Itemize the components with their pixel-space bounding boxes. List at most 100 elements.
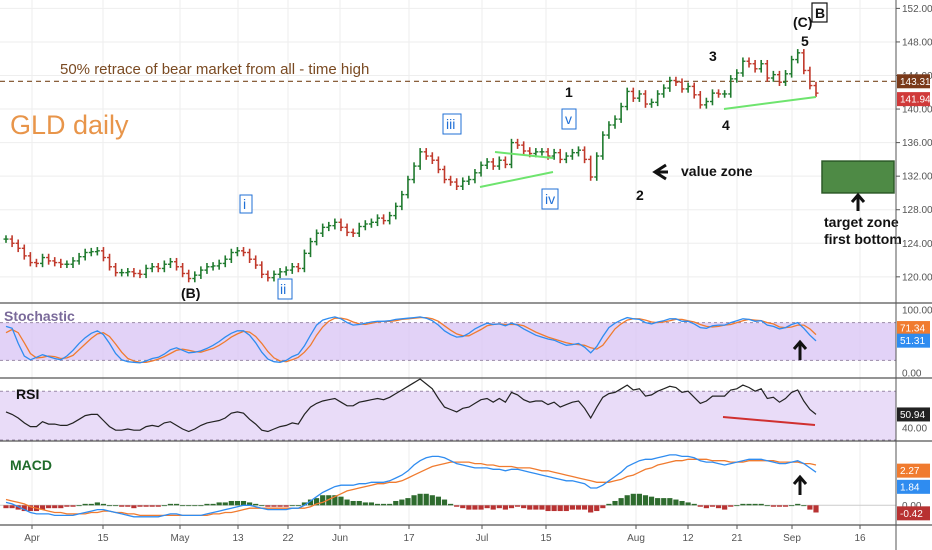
wave-label-iii-box — [442, 113, 462, 135]
macd-histogram-bar — [155, 505, 161, 507]
price-bar — [502, 156, 508, 169]
price-bar — [314, 229, 320, 246]
price-bar — [167, 257, 173, 269]
price-bar — [795, 49, 801, 64]
macd-histogram-bar — [685, 502, 691, 506]
macd-histogram-bar — [356, 500, 362, 506]
macd-histogram-bar — [180, 505, 186, 507]
rsi-value-tag: 50.94 — [897, 407, 930, 422]
price-bar — [606, 121, 612, 139]
macd-histogram-bar — [770, 505, 776, 507]
target-zone-label: target zone — [824, 214, 899, 230]
price-y-tick-label: 120.00 — [902, 272, 932, 283]
macd-histogram-bar — [588, 505, 594, 513]
macd-histogram-bar — [551, 505, 557, 512]
macd-histogram-bar — [301, 502, 308, 506]
value-zone-label: value zone — [681, 163, 753, 179]
macd-histogram-bar — [216, 502, 222, 506]
price-bar — [186, 269, 192, 283]
price-bar — [405, 175, 411, 199]
svg-text:2.27: 2.27 — [900, 466, 920, 477]
price-bar — [131, 268, 137, 278]
macd-histogram-bar — [15, 505, 21, 510]
macd-histogram-bar — [545, 505, 551, 512]
price-bar — [783, 70, 789, 86]
price-bar — [655, 90, 661, 107]
triangle-upper-trendline — [494, 151, 554, 159]
price-bar — [423, 148, 429, 160]
resistance-value-tag: 143.31 — [897, 74, 931, 89]
macd-histogram-bar — [648, 496, 655, 506]
macd-histogram-bar — [88, 503, 94, 506]
macd-histogram-bar — [204, 503, 210, 506]
price-bar — [222, 255, 228, 268]
macd-histogram-bar — [502, 505, 508, 510]
macd-histogram-bar — [527, 505, 533, 510]
wave-label-i: i — [243, 196, 246, 212]
macd-histogram-bar — [106, 505, 113, 507]
macd-histogram-bar — [387, 503, 393, 506]
svg-text:71.34: 71.34 — [900, 324, 925, 335]
stochastic-label: Stochastic — [4, 308, 75, 324]
macd-histogram-bar — [21, 505, 27, 512]
price-y-tick-label: 128.00 — [902, 205, 932, 216]
macd-histogram-bar — [143, 505, 149, 507]
macd-histogram-bar — [447, 503, 454, 506]
macd-histogram-bar — [679, 500, 685, 506]
price-bar — [259, 261, 265, 279]
macd-histogram-bar — [789, 505, 795, 507]
macd-histogram-bar — [722, 505, 728, 510]
macd-histogram-bar — [807, 505, 813, 510]
wave-label-iii: iii — [446, 116, 455, 132]
price-bar — [703, 97, 709, 109]
macd-histogram-bar — [417, 493, 423, 506]
x-tick-label: 21 — [731, 533, 743, 544]
price-bar — [776, 70, 782, 86]
price-bar — [691, 82, 697, 99]
price-bar — [460, 177, 466, 191]
macd-histogram-bar — [76, 505, 82, 507]
svg-text:1.84: 1.84 — [900, 482, 920, 493]
macd-histogram-bar — [210, 503, 216, 506]
rsi-line — [5, 378, 817, 433]
price-bar — [466, 175, 472, 185]
price-bar — [46, 253, 52, 265]
macd-histogram-bar — [472, 505, 478, 510]
price-bar — [569, 148, 575, 160]
macd-histogram-bar — [624, 495, 630, 506]
macd-histogram-bar — [746, 503, 752, 506]
stochastic-y-tick-label: 0.00 — [902, 369, 922, 380]
price-bar — [58, 258, 64, 269]
price-bar — [399, 190, 405, 211]
price-bar — [387, 211, 393, 225]
macd-signal-line — [5, 458, 817, 517]
x-tick-label: 13 — [232, 533, 244, 544]
macd-histogram-bar — [271, 505, 277, 507]
price-bar — [789, 55, 795, 78]
wave-label-2: 2 — [636, 187, 644, 203]
price-bar — [210, 262, 216, 271]
macd-histogram-bar — [149, 505, 155, 507]
price-bar — [33, 258, 39, 268]
current-price-tag: 141.94 — [897, 92, 931, 107]
x-axis: Apr 15 May 13 22 Jun 17 Jul 15 Aug 12 21 Sep 16 — [24, 525, 866, 544]
price-bar — [716, 89, 722, 98]
price-bar — [15, 239, 21, 253]
x-tick-label: Jun — [332, 533, 348, 544]
macd-histogram-bar — [362, 502, 368, 506]
macd-histogram-bar — [161, 505, 167, 507]
macd-histogram-bar — [630, 493, 636, 506]
macd-histogram-bar — [338, 496, 344, 506]
rsi-band — [0, 391, 896, 440]
macd-histogram-bar — [636, 493, 642, 506]
macd-histogram-bar — [405, 498, 411, 506]
macd-histogram-bar — [173, 503, 180, 506]
wave-label-b-corrective: (B) — [181, 285, 200, 301]
macd-histogram-bar — [557, 505, 563, 512]
x-tick-label: 15 — [540, 533, 552, 544]
x-tick-label: 16 — [854, 533, 866, 544]
macd-histogram-bar — [709, 505, 716, 507]
macd-histogram-bar — [594, 505, 600, 512]
macd-histogram-bar — [441, 499, 448, 506]
